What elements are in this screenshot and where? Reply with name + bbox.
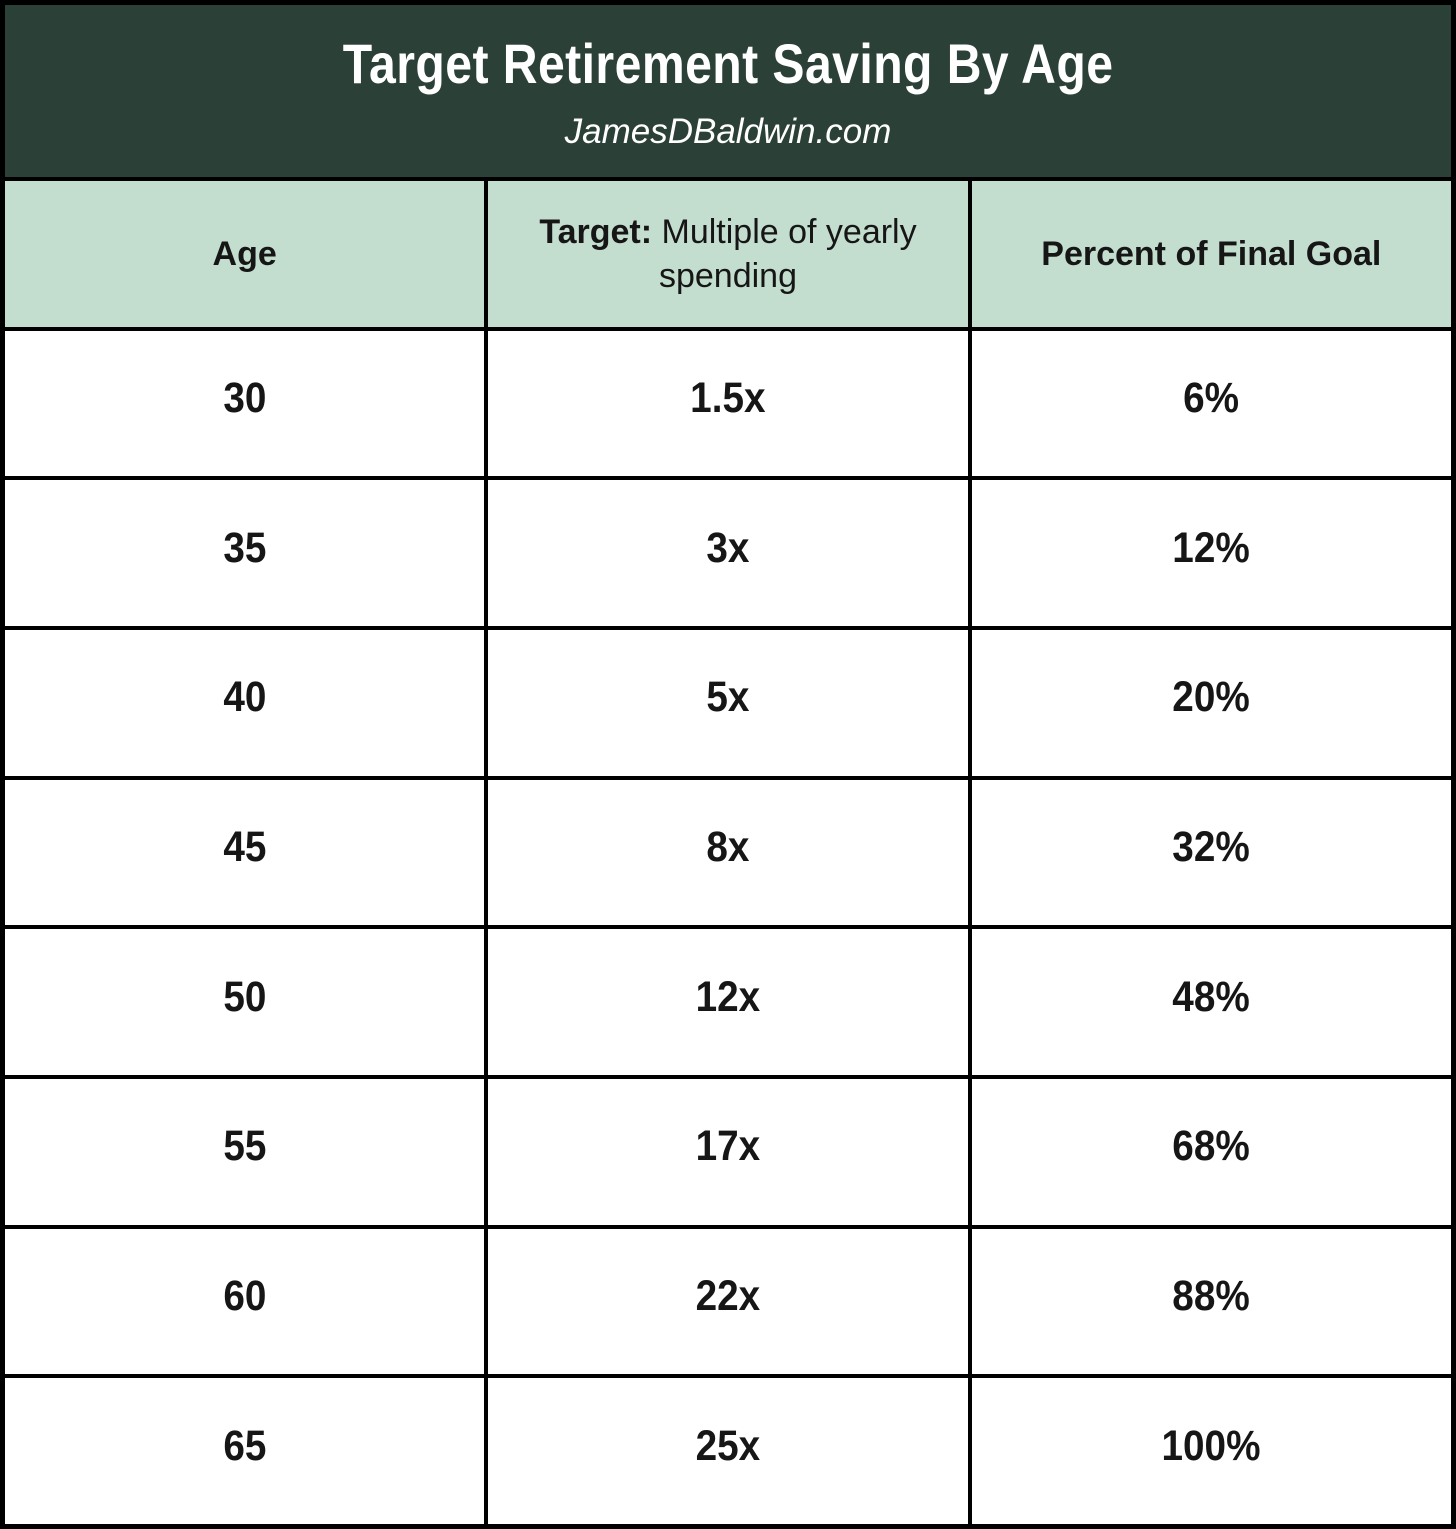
percent-cell: 88% — [971, 1228, 1451, 1375]
percent-value: 48% — [1172, 972, 1251, 1021]
title-banner: Target Retirement Saving By Age JamesDBa… — [5, 5, 1451, 177]
age-cell: 50 — [5, 929, 485, 1075]
age-cell: 55 — [5, 1079, 485, 1225]
age-value: 55 — [223, 1122, 267, 1171]
multiple-cell: 3x — [488, 480, 968, 626]
column-header-target-rest: Multiple of yearly spending — [658, 212, 917, 295]
multiple-cell: 22x — [488, 1228, 968, 1375]
age-cell: 45 — [5, 779, 485, 926]
multiple-cell: 17x — [488, 1079, 968, 1225]
column-header-target-bold: Target: — [539, 212, 653, 251]
percent-value: 12% — [1172, 523, 1251, 572]
age-cell: 60 — [5, 1228, 485, 1375]
percent-cell: 12% — [971, 480, 1451, 626]
age-value: 45 — [223, 822, 267, 871]
page-title: Target Retirement Saving By Age — [342, 31, 1114, 95]
multiple-value: 17x — [695, 1122, 761, 1171]
column-header-age: Age — [5, 181, 485, 327]
percent-cell: 32% — [971, 779, 1451, 926]
percent-value: 32% — [1172, 822, 1251, 871]
multiple-cell: 1.5x — [488, 330, 968, 477]
multiple-value: 12x — [695, 972, 761, 1021]
column-header-percent: Percent of Final Goal — [971, 181, 1451, 327]
percent-cell: 6% — [971, 330, 1451, 477]
percent-value: 68% — [1172, 1122, 1251, 1171]
age-value: 50 — [223, 972, 267, 1021]
age-value: 35 — [223, 523, 267, 572]
age-cell: 65 — [5, 1378, 485, 1524]
multiple-value: 1.5x — [690, 373, 766, 422]
age-cell: 40 — [5, 630, 485, 776]
age-cell: 35 — [5, 480, 485, 626]
column-header-percent-label: Percent of Final Goal — [1041, 234, 1382, 273]
age-cell: 30 — [5, 330, 485, 477]
percent-cell: 68% — [971, 1079, 1451, 1225]
multiple-cell: 5x — [488, 630, 968, 776]
column-header-age-label: Age — [212, 234, 277, 273]
multiple-cell: 25x — [488, 1378, 968, 1524]
multiple-value: 3x — [706, 523, 750, 572]
age-value: 65 — [223, 1421, 267, 1470]
multiple-cell: 8x — [488, 779, 968, 926]
site-url: JamesDBaldwin.com — [564, 111, 892, 151]
percent-value: 20% — [1172, 673, 1251, 722]
column-header-target-label: Target: Multiple of yearly spending — [538, 210, 918, 298]
multiple-value: 22x — [695, 1271, 761, 1320]
percent-cell: 20% — [971, 630, 1451, 776]
percent-cell: 48% — [971, 929, 1451, 1075]
age-value: 40 — [223, 673, 267, 722]
column-header-target: Target: Multiple of yearly spending — [488, 181, 968, 327]
percent-value: 88% — [1172, 1271, 1251, 1320]
multiple-cell: 12x — [488, 929, 968, 1075]
percent-value: 6% — [1183, 373, 1240, 422]
percent-cell: 100% — [971, 1378, 1451, 1524]
percent-value: 100% — [1161, 1421, 1261, 1470]
multiple-value: 8x — [706, 822, 750, 871]
multiple-value: 25x — [695, 1421, 761, 1470]
multiple-value: 5x — [706, 673, 750, 722]
age-value: 60 — [223, 1271, 267, 1320]
age-value: 30 — [223, 373, 267, 422]
